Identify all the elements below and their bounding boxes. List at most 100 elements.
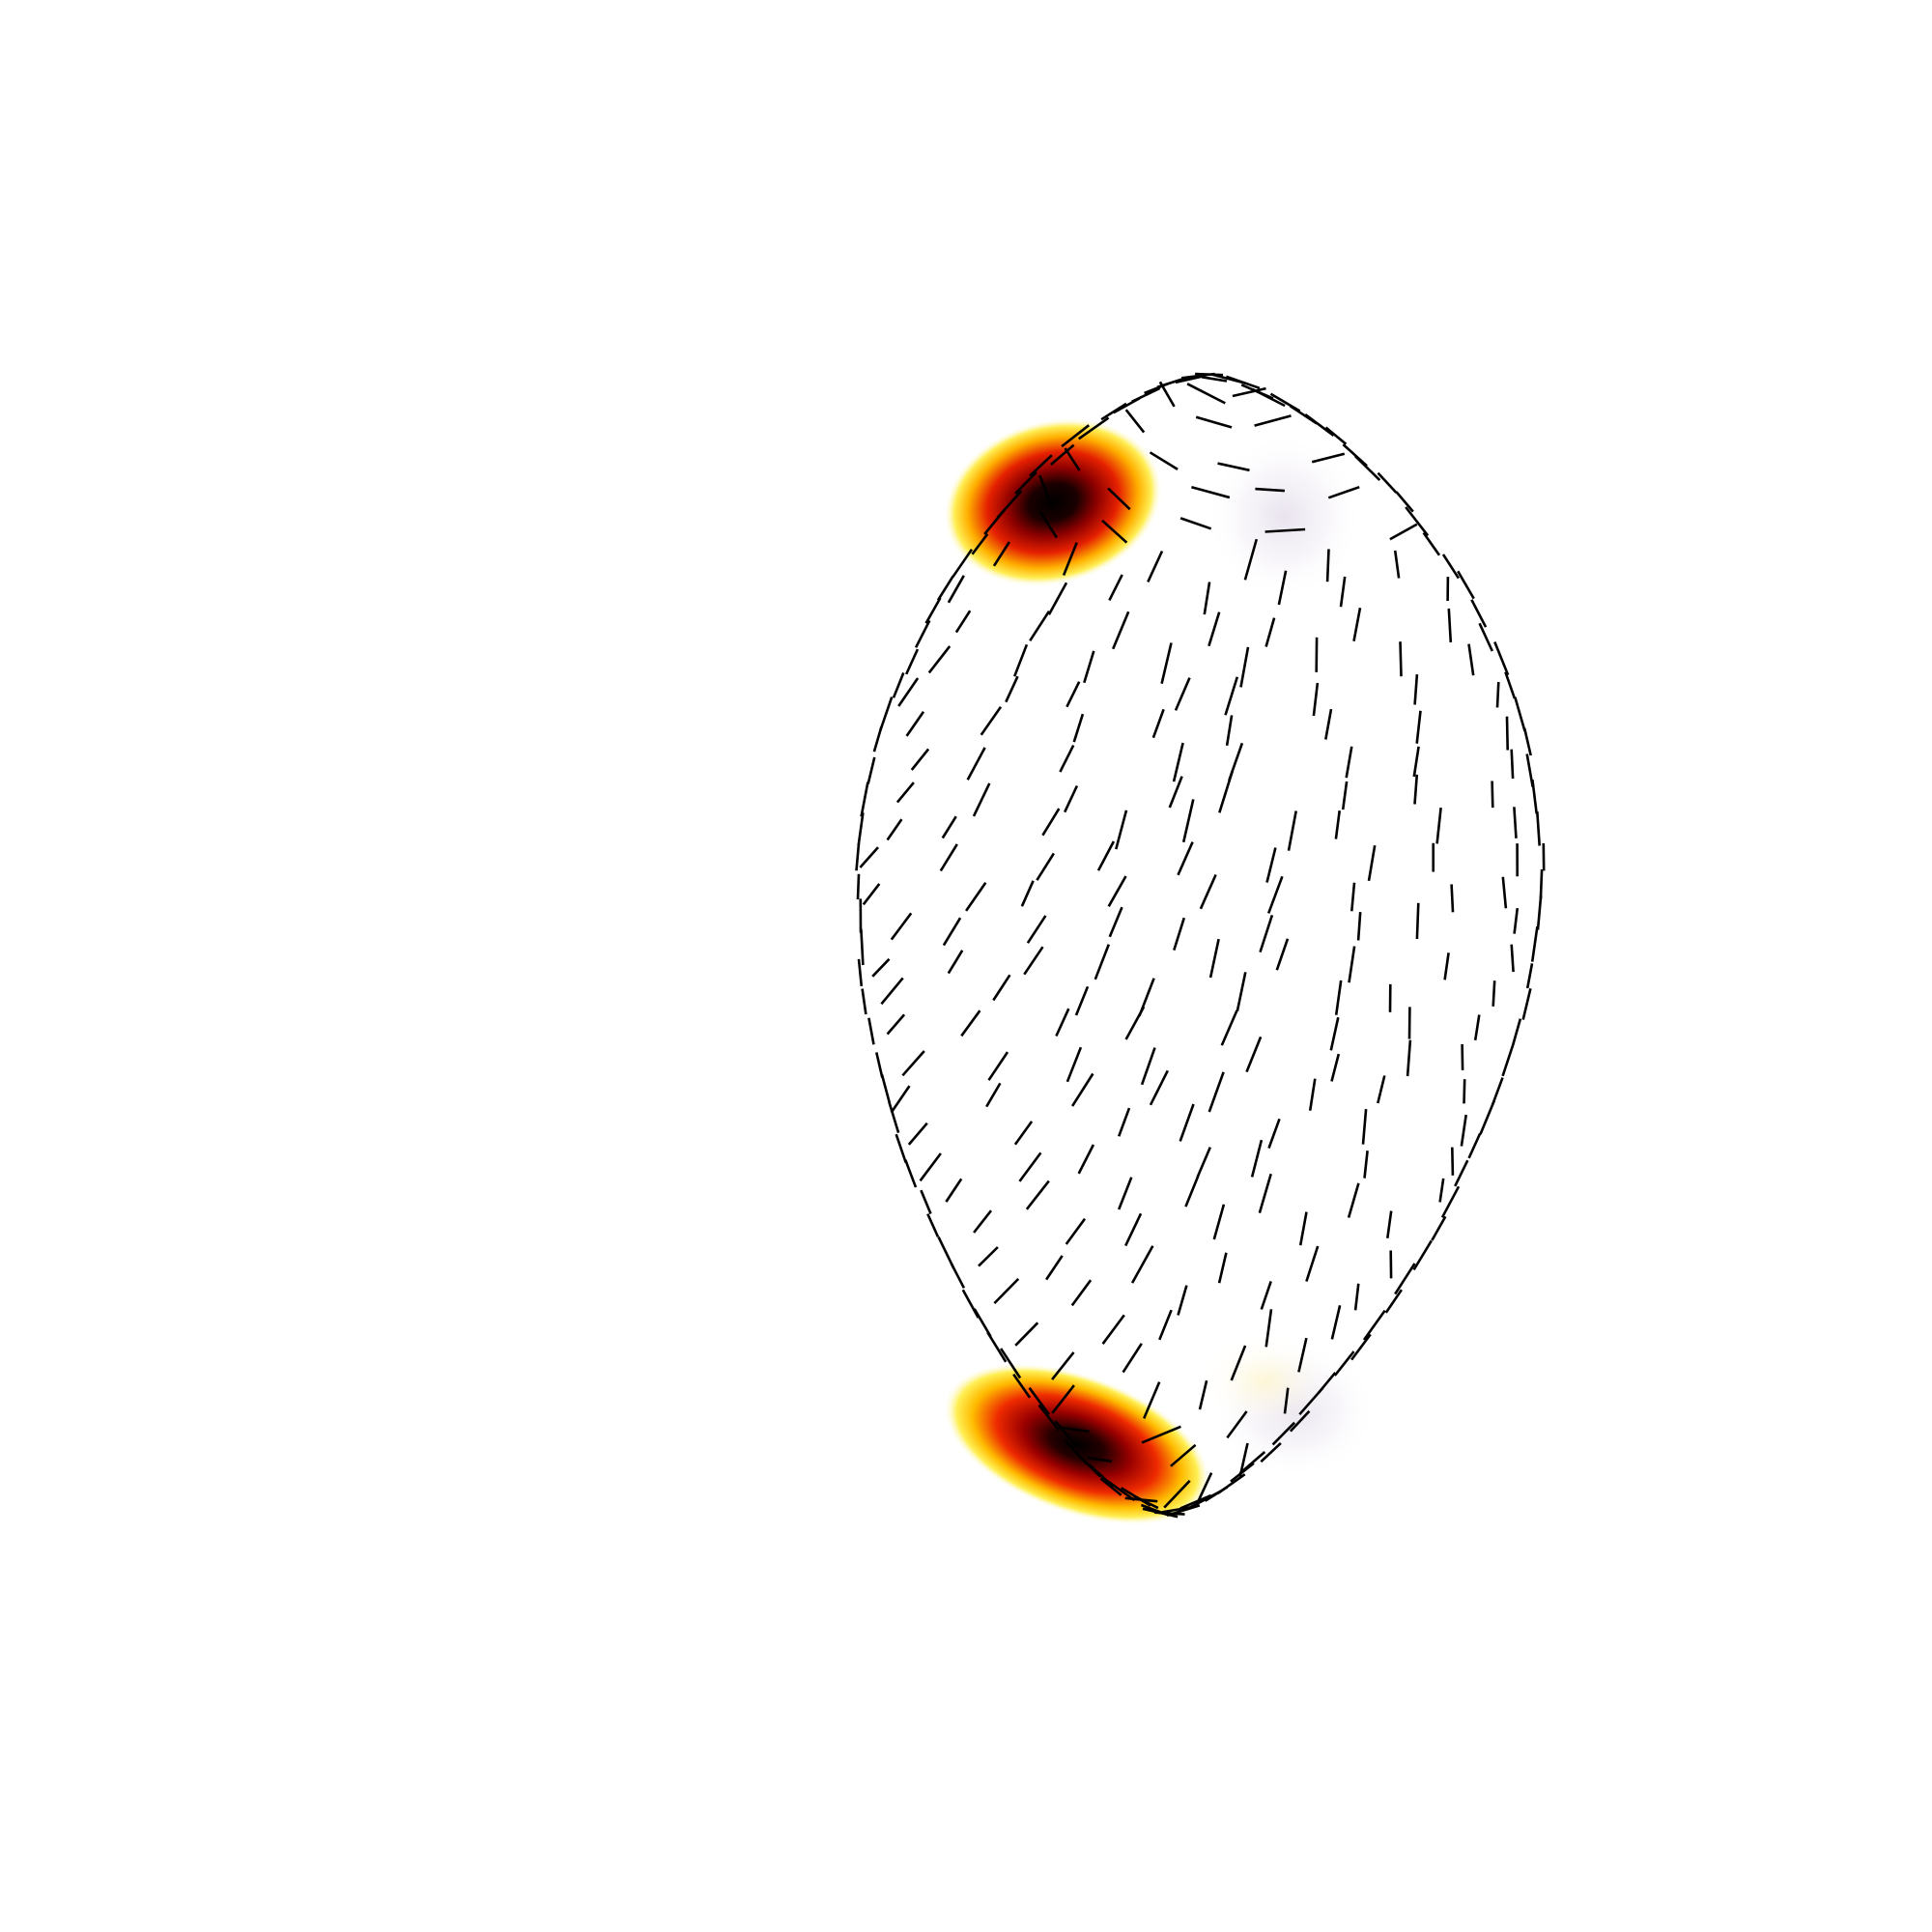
orientation-dash xyxy=(1160,642,1173,684)
orientation-dash xyxy=(1020,880,1035,907)
orientation-dash xyxy=(1438,1178,1445,1203)
orientation-dash xyxy=(1120,1487,1151,1507)
orientation-dash xyxy=(1059,745,1075,773)
orientation-dash xyxy=(1479,1099,1496,1135)
orientation-dash xyxy=(904,1159,918,1188)
orientation-dash xyxy=(1212,1204,1226,1240)
orientation-dash xyxy=(1377,471,1398,494)
orientation-dash xyxy=(1225,715,1234,747)
orientation-dash xyxy=(1501,876,1508,909)
orientation-dash xyxy=(1513,807,1518,838)
orientation-dash xyxy=(1312,682,1320,717)
orientation-dash xyxy=(1266,875,1284,914)
orientation-dash xyxy=(1174,677,1191,711)
hot-spot-top xyxy=(943,417,1163,587)
orientation-dash xyxy=(1441,554,1460,580)
orientation-dash xyxy=(1217,1252,1228,1284)
orientation-dash xyxy=(1168,776,1183,809)
orientation-dash xyxy=(867,756,876,784)
orientation-dash xyxy=(855,842,861,871)
orientation-dash xyxy=(1389,523,1418,541)
orientation-dashes xyxy=(855,372,1546,1519)
orientation-dash xyxy=(1447,608,1453,643)
orientation-dash xyxy=(1348,946,1356,983)
orientation-dash xyxy=(1177,841,1194,876)
hot-spot-bottom xyxy=(943,1363,1211,1525)
orientation-dash xyxy=(1149,1069,1169,1106)
orientation-dash xyxy=(1130,1245,1154,1284)
orientation-dash xyxy=(1339,576,1347,608)
orientation-dash xyxy=(919,1152,942,1182)
orientation-dash xyxy=(1181,799,1195,843)
orientation-dash xyxy=(1117,1177,1133,1210)
orientation-dash xyxy=(1386,1210,1393,1238)
orientation-dash xyxy=(1525,963,1534,989)
orientation-dash xyxy=(1140,1503,1170,1517)
orientation-dash xyxy=(1061,424,1090,448)
orientation-dash xyxy=(1493,641,1510,676)
orientation-dash xyxy=(1264,1309,1273,1348)
orientation-dash xyxy=(871,957,891,978)
orientation-dash xyxy=(1258,1173,1272,1213)
orientation-dash xyxy=(1367,844,1377,882)
orientation-dash xyxy=(1218,771,1234,813)
orientation-dash xyxy=(966,747,986,781)
orientation-dash xyxy=(1083,650,1095,684)
orientation-dash xyxy=(1412,746,1420,778)
orientation-dash xyxy=(947,575,965,604)
orientation-dash xyxy=(1029,454,1053,477)
orientation-dash xyxy=(1074,985,1090,1016)
orientation-dash xyxy=(1399,641,1403,677)
orientation-dash xyxy=(1070,1279,1093,1307)
orientation-dash xyxy=(1124,409,1146,434)
orientation-dash xyxy=(1457,570,1475,600)
orientation-dash xyxy=(1283,1387,1290,1414)
orientation-dash xyxy=(1065,1217,1087,1245)
orientation-dash xyxy=(927,645,952,674)
orientation-dash xyxy=(872,726,883,753)
orientation-dash xyxy=(861,988,867,1015)
orientation-dash xyxy=(1188,1490,1223,1509)
orientation-dash xyxy=(1530,926,1539,962)
orientation-dash xyxy=(895,781,915,804)
orientation-dash xyxy=(947,950,964,975)
orientation-dash xyxy=(1058,1426,1090,1434)
orientation-dash xyxy=(1440,1185,1461,1218)
orientation-dash xyxy=(1470,599,1488,628)
orientation-dash xyxy=(1377,1075,1386,1104)
orientation-dash xyxy=(1473,1014,1481,1041)
orientation-dash xyxy=(1208,611,1221,647)
orientation-dash xyxy=(1101,519,1128,544)
orientation-dash xyxy=(1393,550,1401,579)
orientation-dash xyxy=(1124,1212,1143,1247)
orientation-dash xyxy=(1199,873,1217,910)
orientation-dash xyxy=(992,541,1010,567)
orientation-dash xyxy=(1522,727,1532,756)
orientation-dash xyxy=(1101,1314,1125,1345)
orientation-dash xyxy=(1325,549,1330,582)
orientation-dash xyxy=(1356,912,1362,941)
orientation-dash xyxy=(1345,746,1353,779)
orientation-dash xyxy=(1230,1462,1255,1483)
orientation-dash xyxy=(1361,1108,1368,1145)
orientation-dash xyxy=(1521,987,1532,1020)
orientation-dash xyxy=(942,917,962,947)
orientation-dash xyxy=(1232,386,1266,398)
orientation-dash xyxy=(1122,1343,1143,1374)
orientation-dash xyxy=(1065,1439,1089,1465)
orientation-dash xyxy=(1094,944,1111,980)
orientation-dash xyxy=(1172,742,1184,782)
orientation-dash xyxy=(980,705,1003,736)
orientation-dash xyxy=(1422,531,1441,556)
orientation-dash xyxy=(1175,375,1204,384)
orientation-dash xyxy=(1071,1072,1094,1107)
orientation-dash xyxy=(1491,1077,1504,1106)
orientation-dash xyxy=(1141,1425,1181,1444)
orientation-dash xyxy=(1099,1477,1122,1496)
orientation-dash xyxy=(1014,470,1037,495)
orientation-dash xyxy=(1179,1103,1195,1142)
orientation-dash xyxy=(1264,527,1306,533)
orientation-dash xyxy=(1217,462,1250,472)
orientation-dash xyxy=(1252,387,1286,408)
